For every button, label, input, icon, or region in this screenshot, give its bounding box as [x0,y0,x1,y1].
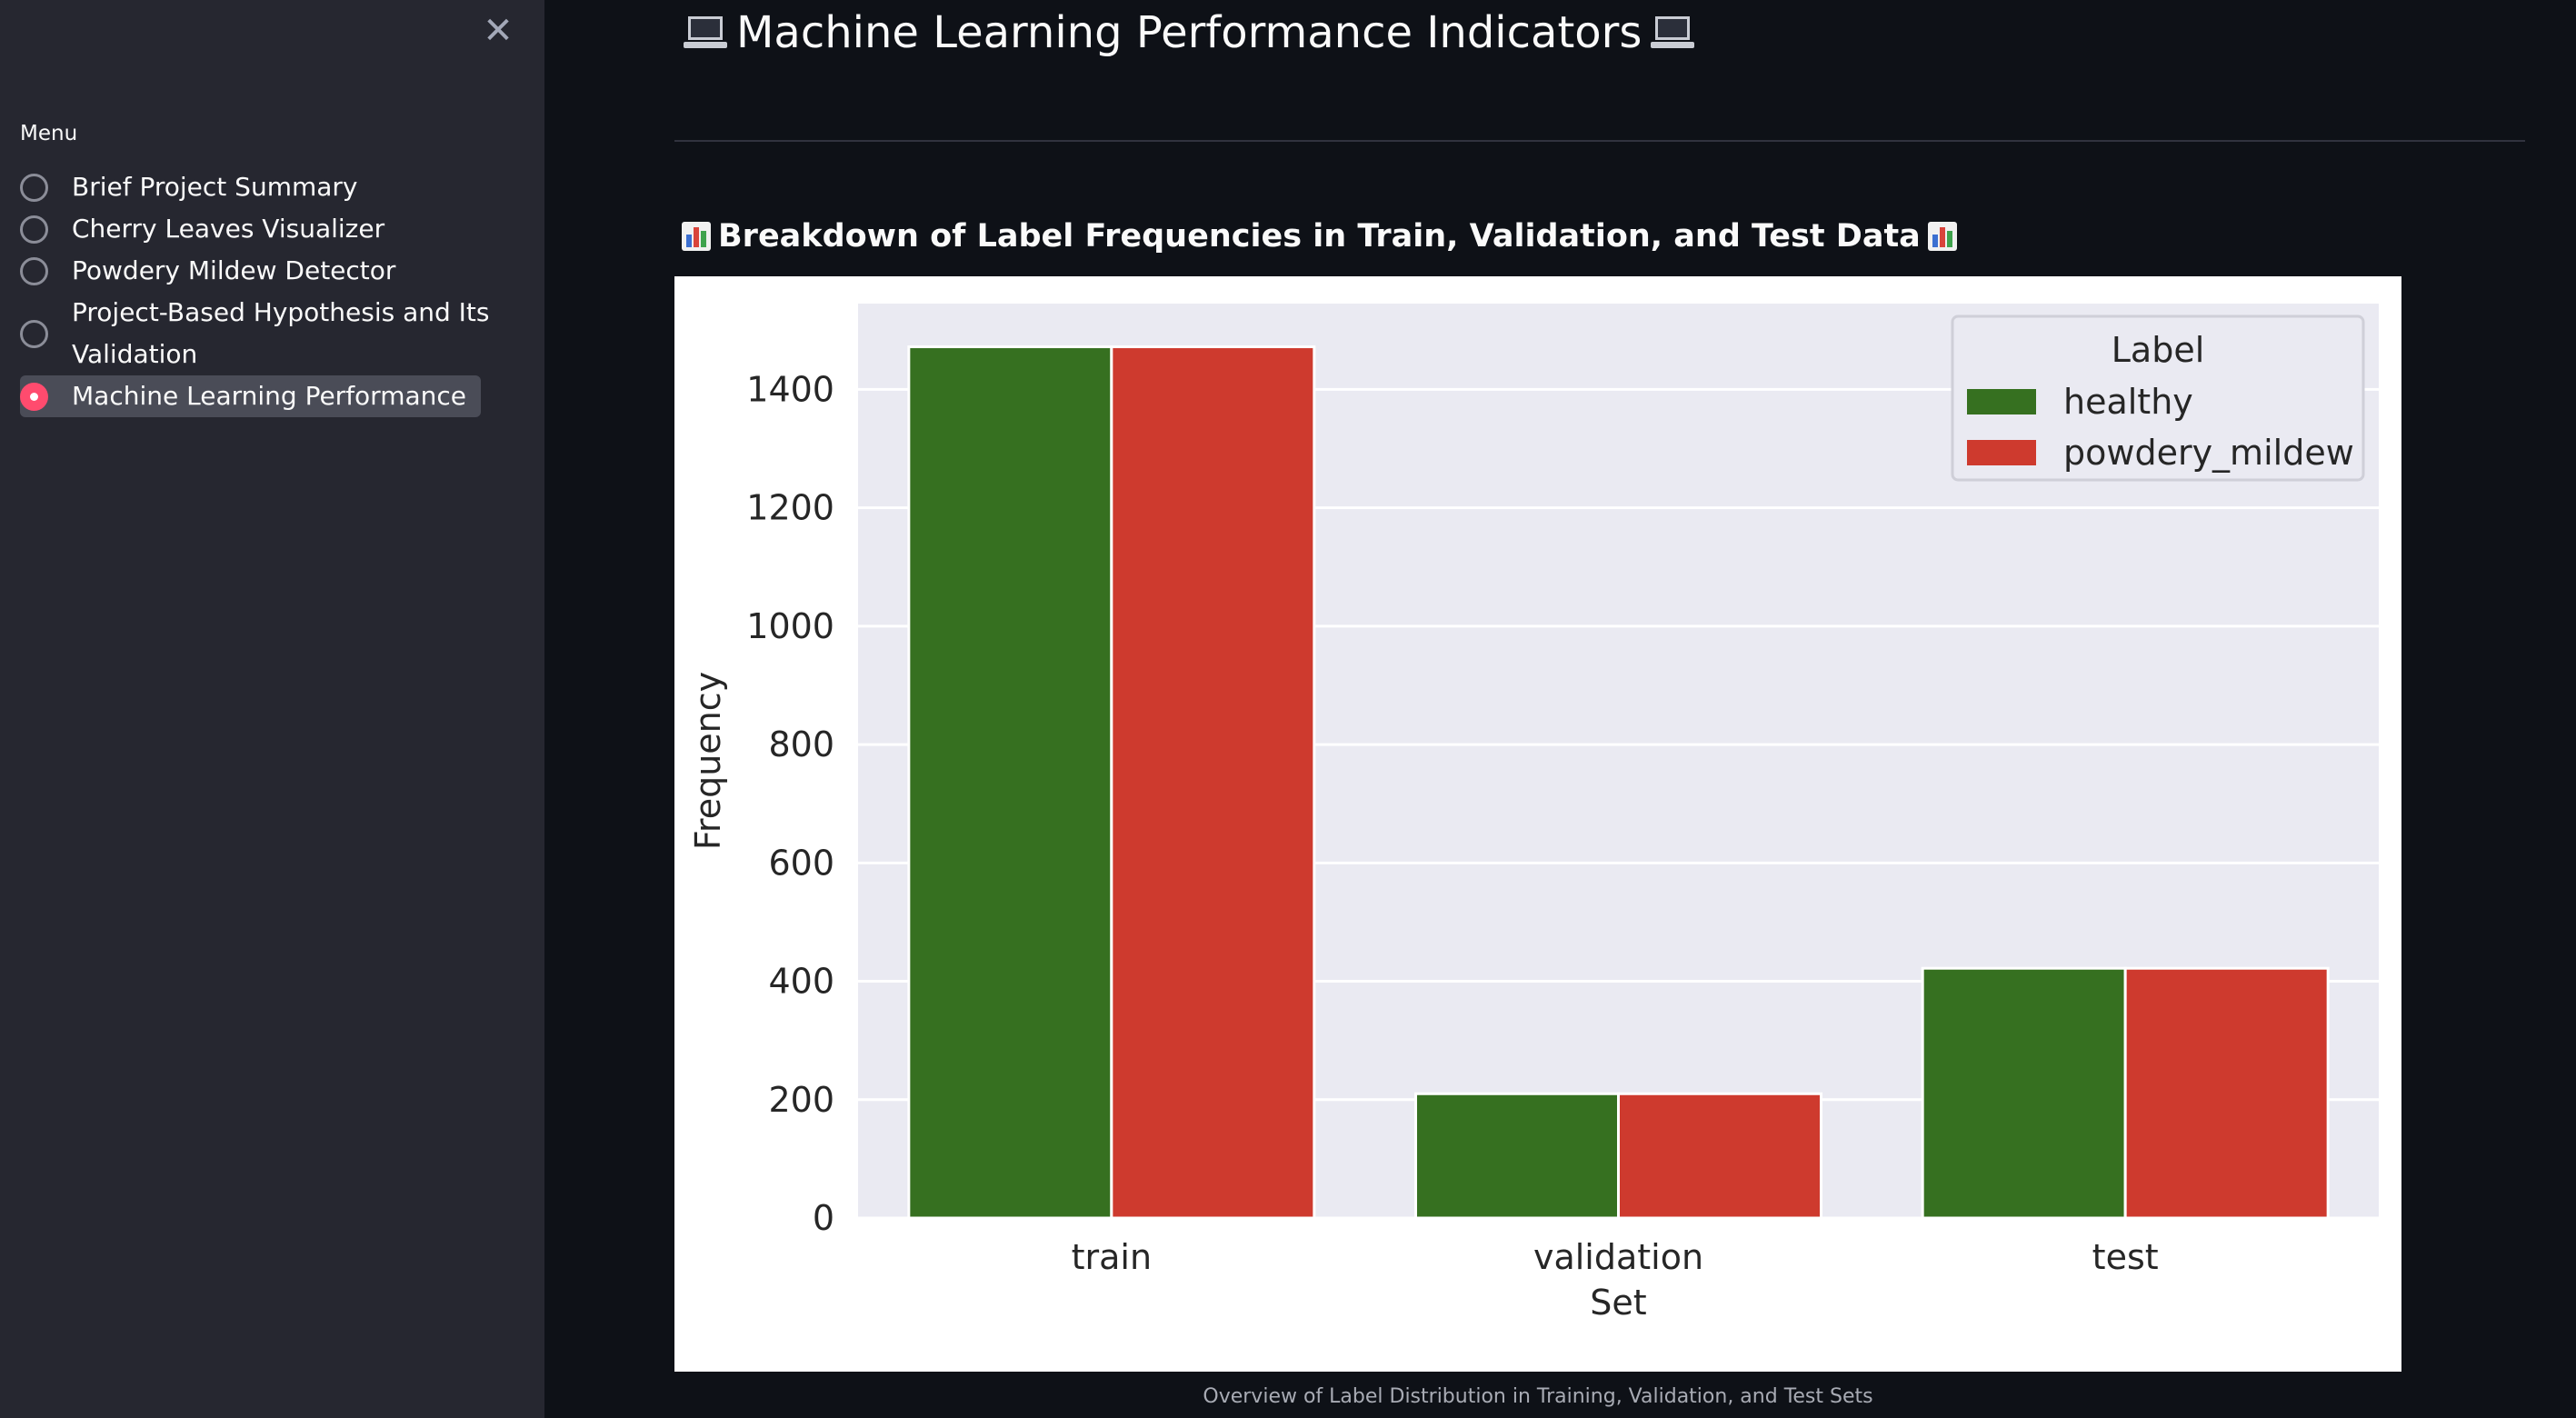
radio-label: Project-Based Hypothesis and Its Validat… [72,292,490,375]
radio-label: Machine Learning Performance [72,381,466,411]
bar-chart-icon [682,222,711,251]
bar-chart: 0 200 400 600 800 1000 1200 1400 train validation… [688,304,2379,1323]
close-icon: ✕ [483,10,514,52]
legend-title: Label [2112,330,2205,370]
chart-image: 0 200 400 600 800 1000 1200 1400 train validation… [674,276,2401,1372]
radio-cherry-leaves-visualizer[interactable]: Cherry Leaves Visualizer [20,208,384,250]
sidebar: ✕ Menu Brief Project Summary Cherry Leav… [0,0,544,1418]
radio-label-line1: Project-Based Hypothesis and Its [72,297,490,327]
x-tick-label: test [2092,1237,2159,1277]
section-title-text: Breakdown of Label Frequencies in Train,… [718,218,1921,255]
page-title-text: Machine Learning Performance Indicators [736,7,1642,58]
legend-entry-powdery_mildew: powdery_mildew [2063,433,2354,473]
radio-button-checked-icon[interactable] [20,382,48,411]
radio-button-icon[interactable] [20,319,48,348]
section-title: Breakdown of Label Frequencies in Train,… [674,218,1964,255]
y-tick-label: 800 [768,724,834,764]
legend-swatch-healthy [1967,389,2036,414]
page-title: Machine Learning Performance Indicators [674,7,1703,58]
y-tick-label: 0 [813,1198,834,1238]
bar-powdery_mildew-validation [1617,1092,1822,1220]
radio-label: Brief Project Summary [72,172,358,202]
legend-box [1951,315,2365,482]
menu-label: Menu [20,122,78,145]
y-tick-label: 200 [768,1080,834,1120]
radio-powdery-mildew-detector[interactable]: Powdery Mildew Detector [20,250,395,292]
bar-powdery_mildew-train [1110,345,1316,1220]
x-tick-label: validation [1533,1237,1703,1277]
laptop-icon [1651,15,1695,51]
radio-button-icon[interactable] [20,215,48,244]
x-axis-label: Set [1590,1283,1646,1323]
bar-healthy-validation [1414,1092,1620,1220]
radio-button-icon[interactable] [20,256,48,285]
y-axis-label: Frequency [688,672,728,850]
divider [674,140,2525,142]
laptop-icon [684,15,727,51]
radio-machine-learning-performance[interactable]: Machine Learning Performance [20,375,481,417]
bar-healthy-train [907,345,1113,1220]
y-tick-label: 1000 [746,606,834,646]
radio-button-icon[interactable] [20,173,48,202]
radio-brief-project-summary[interactable]: Brief Project Summary [20,166,358,208]
x-tick-label: train [1072,1237,1152,1277]
radio-project-hypothesis[interactable]: Project-Based Hypothesis and Its Validat… [20,292,490,375]
radio-label-line2: Validation [72,339,198,369]
radio-label: Cherry Leaves Visualizer [72,214,385,244]
legend-swatch-powdery_mildew [1967,440,2036,465]
chart-caption: Overview of Label Distribution in Traini… [1203,1385,1873,1408]
y-tick-label: 1200 [746,488,834,528]
close-sidebar-button[interactable]: ✕ [480,13,516,49]
y-tick-label: 1400 [746,369,834,409]
bar-chart-icon [1927,222,1957,251]
bar-healthy-test [1921,966,2127,1220]
y-tick-label: 600 [768,843,834,883]
legend-entry-healthy: healthy [2063,382,2193,422]
bar-powdery_mildew-test [2123,966,2330,1220]
radio-label: Powdery Mildew Detector [72,255,396,285]
y-tick-label: 400 [768,962,834,1002]
